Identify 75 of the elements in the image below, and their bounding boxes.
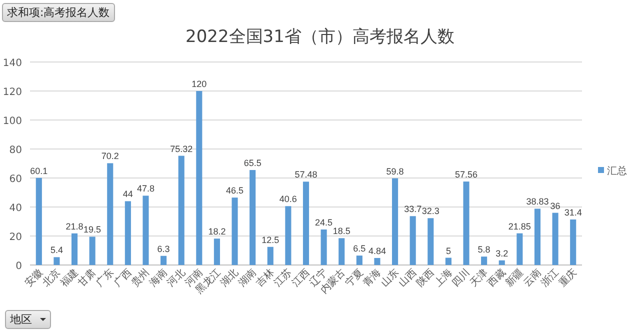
data-label: 24.5 [315, 217, 333, 228]
data-label: 47.8 [136, 184, 155, 194]
data-label: 19.5 [84, 224, 102, 235]
bar [36, 178, 42, 265]
bar [285, 206, 292, 265]
bar [196, 91, 202, 265]
bar [445, 258, 452, 265]
bar [320, 229, 327, 265]
data-label: 59.8 [386, 166, 404, 176]
bar [410, 216, 416, 265]
bar [214, 238, 220, 265]
data-label: 46.5 [226, 186, 244, 196]
data-label: 5.4 [50, 245, 63, 256]
y-tick-label: 20 [9, 232, 22, 243]
data-label: 4.84 [368, 246, 386, 256]
data-label: 21.85 [508, 221, 531, 232]
bar [516, 233, 523, 265]
bar [481, 256, 488, 265]
bar [534, 208, 541, 265]
data-label: 21.8 [66, 221, 84, 232]
bar [392, 178, 398, 265]
data-label: 75.32 [170, 144, 193, 154]
bar [570, 219, 576, 265]
data-label: 44 [122, 189, 133, 200]
data-label: 5 [446, 246, 451, 256]
bar [142, 196, 149, 265]
data-label: 60.1 [30, 166, 48, 176]
data-label: 33.7 [404, 204, 422, 214]
data-label: 12.5 [262, 234, 280, 245]
data-label: 120 [192, 79, 207, 89]
data-label: 57.56 [454, 170, 478, 180]
data-label: 32.3 [422, 206, 440, 216]
data-label: 6.3 [157, 244, 170, 254]
bar [267, 246, 274, 265]
bar [178, 156, 184, 265]
y-tick-label: 80 [9, 145, 22, 156]
data-label: 6.5 [353, 244, 366, 254]
y-tick-label: 60 [9, 174, 22, 185]
data-label: 3.2 [496, 248, 508, 258]
bar [89, 236, 96, 265]
legend-label: 汇总 [607, 165, 627, 177]
y-tick-label: 120 [2, 87, 22, 98]
text: 地区 [5, 310, 51, 329]
chart-title: 2022全国31省（市）高考报名人数 [186, 27, 454, 47]
data-label: 40.6 [279, 194, 297, 204]
bar [250, 170, 256, 265]
data-label: 31.4 [564, 207, 582, 218]
data-label: 70.2 [101, 151, 119, 162]
bar [338, 238, 345, 265]
bar [463, 182, 470, 265]
bar [374, 258, 380, 265]
y-tick-label: 100 [2, 116, 22, 127]
bar [160, 256, 167, 265]
data-label: 18.5 [332, 226, 350, 236]
data-label: 18.2 [208, 226, 226, 237]
data-label: 65.5 [244, 158, 262, 168]
y-tick-label: 0 [16, 261, 22, 272]
bar [428, 218, 434, 265]
bar [54, 257, 60, 265]
y-tick-label: 140 [2, 58, 22, 69]
bar [552, 212, 558, 265]
bar [71, 233, 78, 265]
bar [356, 256, 362, 265]
text: 求和项:高考报名人数 [2, 3, 115, 22]
data-label: 38.83 [526, 196, 549, 207]
bar [498, 260, 505, 265]
bar [107, 163, 114, 265]
bar [124, 201, 131, 265]
data-label: 36 [550, 200, 560, 211]
bar [232, 198, 238, 265]
data-label: 5.8 [478, 244, 490, 255]
bar [302, 182, 310, 265]
x-tick-label: 重庆 [556, 266, 580, 290]
data-label: 57.48 [294, 170, 318, 180]
y-tick-label: 40 [9, 203, 22, 214]
